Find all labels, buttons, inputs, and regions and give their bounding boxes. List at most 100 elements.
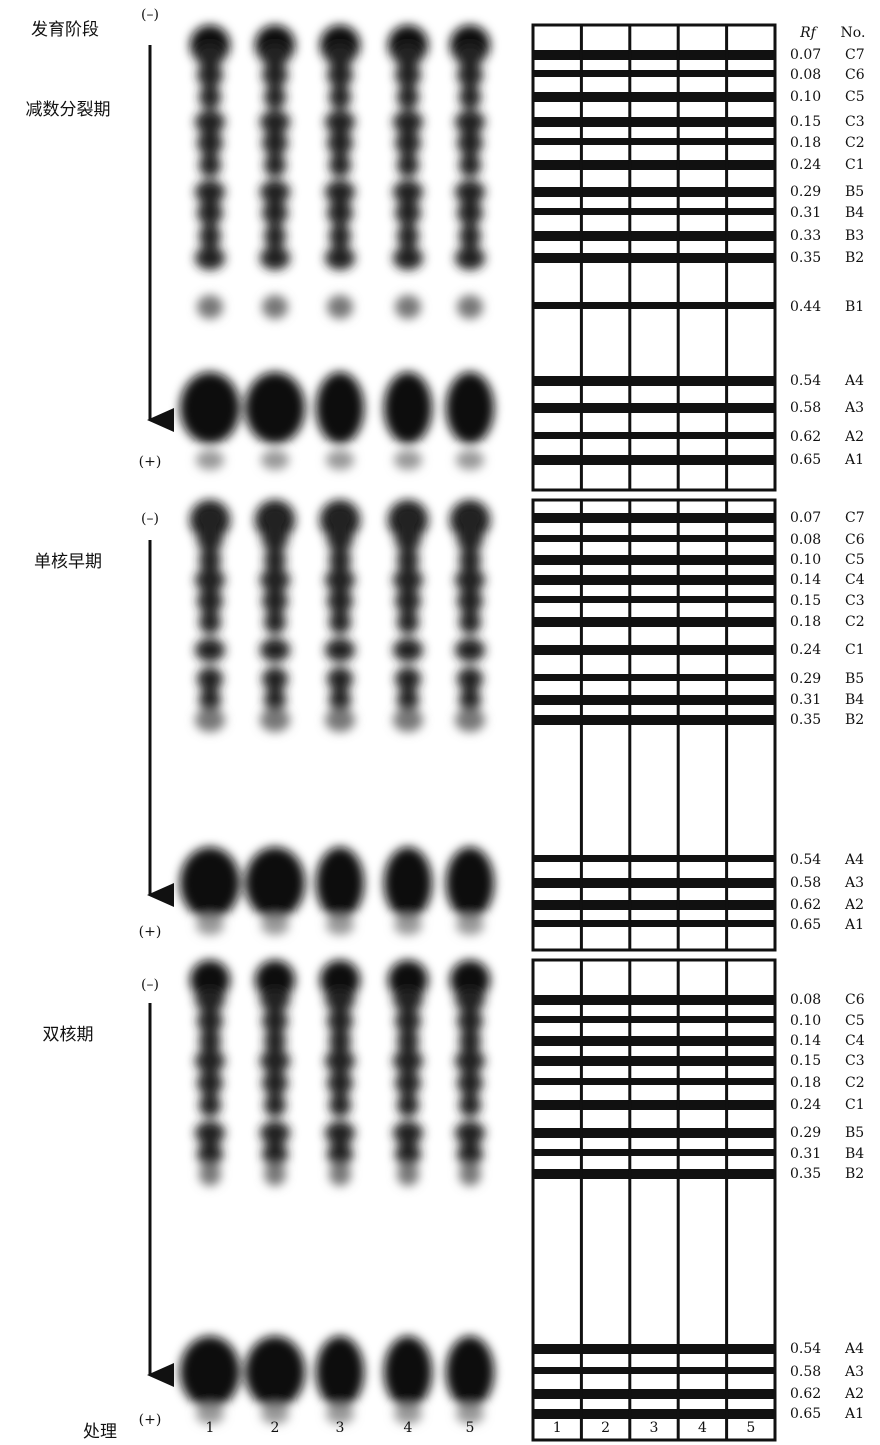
gel-spot	[395, 201, 421, 225]
gel-spot	[397, 1093, 419, 1117]
gel-spot	[325, 708, 355, 732]
gel-spot	[195, 638, 225, 662]
rf-label: 0.58	[790, 875, 821, 891]
gel-spot	[197, 667, 223, 691]
gel-spot	[195, 988, 225, 1012]
zymogram-band	[533, 1389, 775, 1399]
gel-spot	[260, 568, 290, 592]
rf-label: 0.44	[790, 299, 821, 315]
band-number: B3	[845, 228, 864, 244]
gel-spot	[197, 201, 223, 225]
zymogram-band	[533, 455, 775, 465]
zymogram-band	[533, 1078, 775, 1085]
gel-spot	[393, 1049, 423, 1073]
gel-spot	[195, 110, 225, 134]
gel-spot	[397, 1162, 419, 1186]
gel-spot	[329, 1162, 351, 1186]
gel-spot	[327, 1071, 353, 1095]
gel-spot	[329, 1093, 351, 1117]
rf-label: 0.62	[790, 897, 821, 913]
band-number: A1	[844, 917, 864, 933]
gel-spot	[384, 847, 432, 919]
rf-label: 0.18	[790, 135, 821, 151]
gel-spot	[197, 131, 223, 155]
gel-spot	[456, 450, 484, 470]
rf-label: 0.31	[790, 1146, 821, 1162]
band-number: C1	[845, 642, 865, 658]
rf-label: 0.10	[790, 1013, 821, 1029]
gel-spot	[245, 1336, 305, 1408]
rf-label: 0.65	[790, 1406, 821, 1422]
gel-spot	[260, 110, 290, 134]
gel-spot	[260, 180, 290, 204]
rf-label: 0.15	[790, 114, 821, 130]
band-number: A4	[844, 852, 864, 868]
zymogram-band	[533, 674, 775, 681]
gel-spot	[455, 568, 485, 592]
gel-spot	[325, 568, 355, 592]
gel-spot	[195, 1121, 225, 1145]
gel-spot	[329, 224, 351, 248]
zymogram-band	[533, 1344, 775, 1354]
band-number: A2	[844, 1386, 864, 1402]
band-number: C3	[845, 114, 865, 130]
gel-spot	[199, 224, 221, 248]
rf-label: 0.54	[790, 1341, 821, 1357]
treatment-label: 处理	[83, 1422, 117, 1442]
gel-spot	[394, 450, 422, 470]
gel-lane-label: 2	[271, 1420, 280, 1436]
gel-spot	[455, 180, 485, 204]
rf-label: 0.15	[790, 593, 821, 609]
rf-label: 0.29	[790, 184, 821, 200]
rf-label: 0.24	[790, 157, 821, 173]
gel-spot	[199, 1162, 221, 1186]
band-number: C5	[845, 1013, 865, 1029]
plus-label: (+)	[139, 924, 162, 940]
rf-label: 0.35	[790, 712, 821, 728]
gel-spot	[459, 224, 481, 248]
gel-spot	[196, 450, 224, 470]
gel-spot	[197, 1071, 223, 1095]
gel-spot	[260, 1121, 290, 1145]
zymogram-band	[533, 1056, 775, 1066]
zymogram-band	[533, 617, 775, 627]
stage-label: 双核期	[43, 1025, 94, 1045]
band-number: C3	[845, 1053, 865, 1069]
gel-spot	[397, 610, 419, 634]
rf-label: 0.65	[790, 917, 821, 933]
gel-spot	[195, 246, 225, 270]
band-number: B4	[845, 692, 864, 708]
gel-spot	[326, 915, 354, 935]
gel-spot	[196, 915, 224, 935]
figure: 发育阶段 Rf No. 处理 减数分裂期(–)(+)0.07C70.08C60.…	[0, 0, 880, 1445]
rf-label: 0.58	[790, 400, 821, 416]
band-number: B4	[845, 205, 864, 221]
gel-spot	[446, 372, 494, 444]
gel-spot	[262, 667, 288, 691]
rf-label: 0.58	[790, 1364, 821, 1380]
gel-spot	[457, 1071, 483, 1095]
gel-spot	[260, 708, 290, 732]
gel-spot	[395, 667, 421, 691]
gel-spot	[262, 131, 288, 155]
band-number: C3	[845, 593, 865, 609]
gel-spot	[264, 1162, 286, 1186]
gel-spot	[264, 85, 286, 109]
gel-image	[180, 25, 494, 1424]
zymogram-band	[533, 920, 775, 927]
gel-spot	[397, 224, 419, 248]
zymogram-band	[533, 1149, 775, 1156]
rf-label: 0.07	[790, 47, 821, 63]
gel-spot	[446, 847, 494, 919]
zymogram-band	[533, 878, 775, 888]
band-number: A3	[844, 1364, 864, 1380]
band-number: C6	[845, 67, 865, 83]
rf-label: 0.24	[790, 1097, 821, 1113]
band-number: B2	[845, 250, 864, 266]
minus-label: (–)	[141, 977, 159, 993]
gel-spot	[195, 506, 225, 530]
diagram-lane-label: 4	[698, 1420, 707, 1436]
zymogram-band	[533, 376, 775, 386]
gel-spot	[395, 589, 421, 613]
gel-spot	[195, 180, 225, 204]
